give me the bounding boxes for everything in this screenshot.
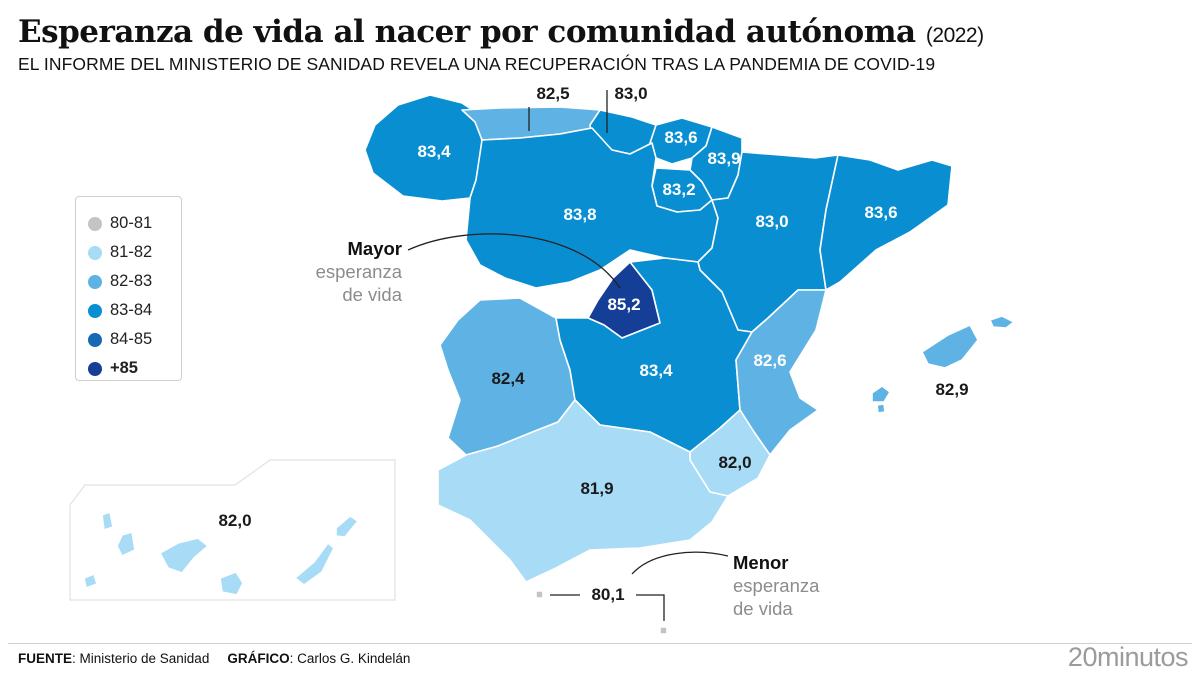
value-extremadura: 82,4 [491, 369, 525, 388]
legend-item-85-plus: +85 [88, 354, 181, 383]
leader-madrid-callout [407, 233, 621, 289]
source-label: FUENTE [18, 651, 72, 666]
value-cataluna: 83,6 [864, 203, 897, 222]
callout-highest: Mayor esperanza de vida [300, 237, 402, 306]
chart-title: Esperanza de vida al nacer por comunidad… [18, 14, 984, 50]
value-castilla-la-mancha: 83,4 [639, 361, 673, 380]
callout-lowest-text-2: de vida [733, 598, 793, 619]
value-galicia: 83,4 [417, 142, 451, 161]
value-baleares: 82,9 [935, 380, 968, 399]
value-aragon: 83,0 [755, 212, 788, 231]
title-text: Esperanza de vida al nacer por comunidad… [18, 14, 916, 50]
brand-logo: 20minutos [1067, 642, 1189, 672]
legend-item-82-83: 82-83 [88, 267, 181, 296]
callout-highest-text-1: esperanza [315, 261, 402, 282]
legend-label: 84-85 [110, 330, 153, 348]
leader-melilla [636, 594, 665, 621]
value-ceuta-melilla: 80,1 [591, 585, 624, 604]
legend-label: 83-84 [110, 301, 153, 319]
value-navarra: 83,9 [707, 149, 740, 168]
value-andalucia: 81,9 [580, 479, 613, 498]
value-pais-vasco: 83,6 [664, 128, 697, 147]
region-canarias [69, 459, 396, 601]
legend-item-81-82: 81-82 [88, 238, 181, 267]
footer-credits: FUENTE: Ministerio de Sanidad GRÁFICO: Ca… [18, 651, 410, 666]
source-value: : Ministerio de Sanidad [72, 651, 210, 666]
legend-label: 82-83 [110, 272, 153, 290]
legend-swatch [88, 245, 102, 260]
value-madrid: 85,2 [607, 295, 640, 314]
footer-divider [8, 643, 1192, 644]
region-cataluna [819, 154, 953, 291]
value-castilla-leon: 83,8 [563, 205, 596, 224]
legend-label: +85 [110, 359, 138, 377]
value-valencia: 82,6 [753, 351, 786, 370]
graphic-label: GRÁFICO [227, 651, 290, 666]
legend-swatch [88, 361, 102, 376]
legend-label: 81-82 [110, 243, 153, 261]
value-la-rioja: 83,2 [662, 180, 695, 199]
legend-label: 80-81 [110, 214, 153, 232]
callout-lowest: Menor esperanza de vida [733, 551, 863, 620]
callout-highest-lead: Mayor [347, 238, 403, 259]
value-cantabria: 83,0 [614, 84, 647, 103]
value-canarias: 82,0 [218, 511, 251, 530]
title-year: (2022) [925, 24, 984, 47]
legend: 80-81 81-82 82-83 83-84 84-85 +85 [75, 196, 182, 381]
chart-subtitle: EL INFORME DEL MINISTERIO DE SANIDAD REV… [18, 54, 936, 74]
legend-swatch [88, 216, 102, 231]
callout-lowest-text-1: esperanza [733, 575, 820, 596]
legend-swatch [88, 274, 102, 289]
legend-swatch [88, 303, 102, 318]
value-murcia: 82,0 [718, 453, 751, 472]
leader-andalucia-callout [631, 551, 729, 575]
legend-item-84-85: 84-85 [88, 325, 181, 354]
legend-item-83-84: 83-84 [88, 296, 181, 325]
region-valencia [735, 289, 827, 456]
graphic-value: : Carlos G. Kindelán [289, 651, 411, 666]
legend-swatch [88, 332, 102, 347]
legend-item-80-81: 80-81 [88, 209, 181, 238]
callout-lowest-lead: Menor [733, 552, 789, 573]
value-asturias: 82,5 [536, 84, 569, 103]
callout-highest-text-2: de vida [342, 284, 402, 305]
region-baleares [871, 315, 1015, 414]
region-ceuta-melilla [535, 590, 668, 635]
region-andalucia [437, 399, 729, 583]
